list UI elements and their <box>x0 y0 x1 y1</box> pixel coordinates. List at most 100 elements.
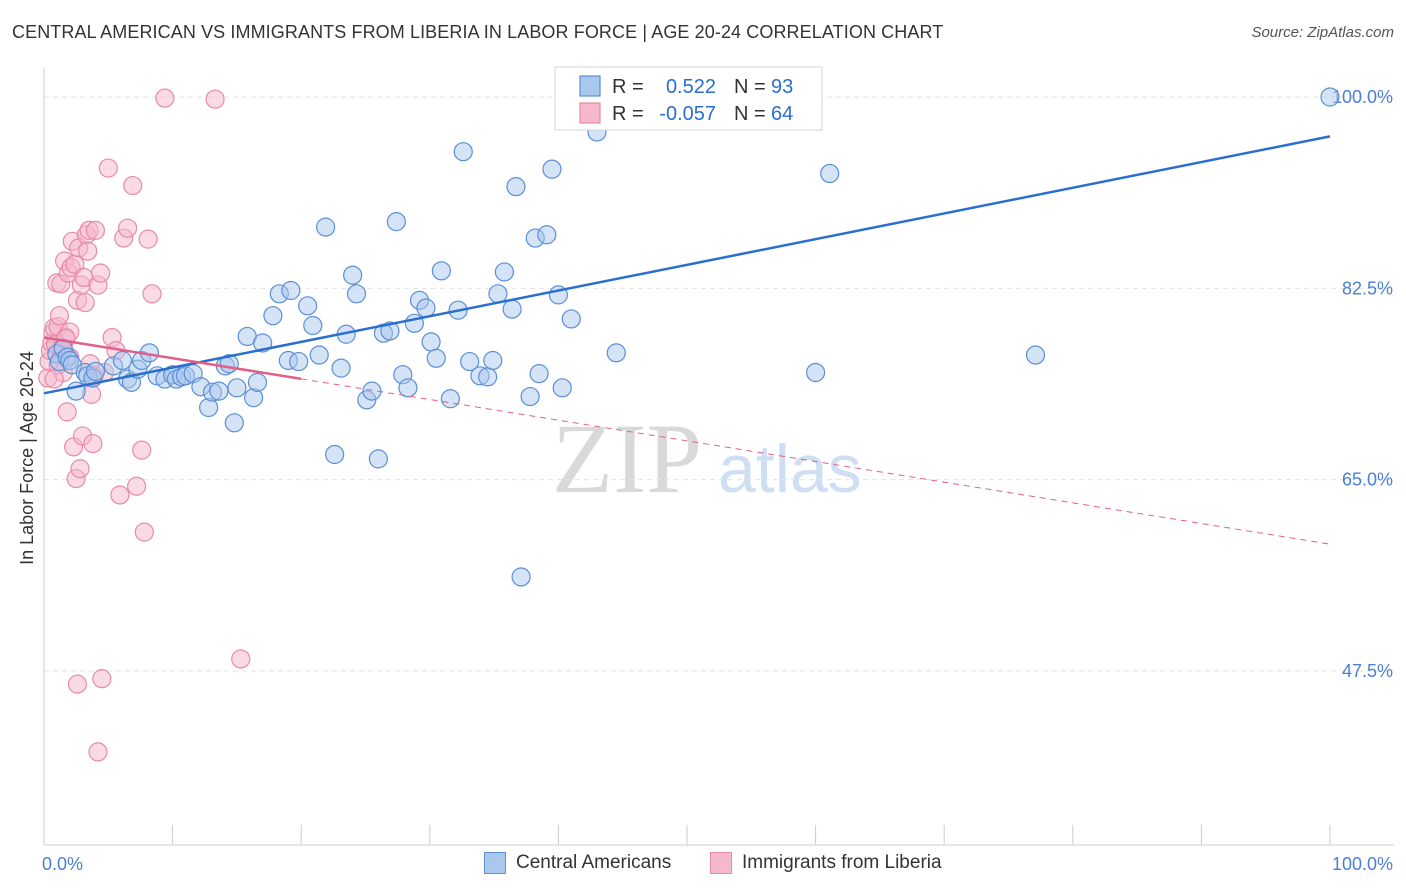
liberia-point <box>92 669 112 689</box>
x-tick-label-min: 0.0% <box>42 854 83 874</box>
chart-source: Source: ZipAtlas.com <box>1251 24 1394 41</box>
liberia-point <box>44 369 64 389</box>
liberia-point <box>78 241 98 261</box>
central-americans-point <box>303 315 323 336</box>
stats-legend-pink-n-label: N = <box>734 103 766 125</box>
stats-legend-pink-n-value: 64 <box>771 103 793 125</box>
watermark: ZIP atlas <box>552 403 862 514</box>
trend-layer <box>43 135 1331 545</box>
liberia-point <box>231 649 251 669</box>
trendline-liberia-dashed <box>301 378 1331 545</box>
liberia-point <box>81 384 102 404</box>
central-americans-point <box>483 350 503 371</box>
central-americans-point <box>346 284 367 304</box>
central-americans-point <box>325 444 345 465</box>
liberia-point <box>88 742 108 762</box>
central-americans-point <box>421 332 441 352</box>
y-tick-label: 65.0% <box>1342 470 1393 490</box>
stats-legend-blue-n-value: 93 <box>771 76 793 98</box>
central-americans-point <box>247 372 268 392</box>
central-americans-point <box>542 159 562 179</box>
y-tick-label: 100.0% <box>1332 87 1393 107</box>
chart-title: CENTRAL AMERICAN VS IMMIGRANTS FROM LIBE… <box>12 22 944 42</box>
stats-legend-pink-swatch <box>579 102 601 124</box>
stats-legend-blue-swatch <box>579 75 601 97</box>
central-americans-point <box>426 348 446 368</box>
central-americans-point <box>368 449 388 469</box>
central-americans-point <box>506 177 526 197</box>
x-tick-label-max: 100.0% <box>1332 854 1393 874</box>
liberia-point <box>134 522 154 542</box>
central-americans-point <box>289 351 309 372</box>
central-americans-point <box>537 225 557 245</box>
central-americans-point <box>440 389 460 409</box>
central-americans-point <box>478 367 498 387</box>
liberia-point <box>57 402 77 422</box>
y-tick-label: 47.5% <box>1342 661 1393 681</box>
central-americans-point <box>85 361 106 382</box>
liberia-point <box>49 306 70 326</box>
central-americans-point <box>820 163 840 184</box>
series-liberia-points <box>38 88 251 762</box>
central-americans-point <box>309 345 329 365</box>
central-americans-point <box>316 217 336 237</box>
liberia-point <box>155 88 175 108</box>
central-americans-point <box>460 351 480 372</box>
legend-item-liberia: Immigrants from Liberia <box>710 852 942 874</box>
liberia-point <box>123 175 143 196</box>
liberia-point <box>75 292 95 313</box>
central-americans-point <box>529 364 549 384</box>
liberia-point <box>132 440 152 460</box>
liberia-point <box>98 158 118 178</box>
central-americans-point <box>552 378 572 398</box>
stats-legend-pink-r-label: R = <box>612 103 644 125</box>
liberia-point <box>67 674 88 694</box>
central-americans-point <box>520 386 540 407</box>
central-americans-point <box>398 378 418 398</box>
y-tick-label: 82.5% <box>1342 278 1393 298</box>
liberia-point <box>126 476 147 496</box>
stats-legend: R = 0.522 N = 93 R = -0.057 N = 64 <box>554 66 823 131</box>
stats-legend-blue-r-value: 0.522 <box>666 76 716 98</box>
central-americans-point <box>343 265 363 285</box>
grid-layer <box>44 96 1394 672</box>
x-tick-layer <box>43 825 1331 845</box>
central-americans-point <box>331 358 351 378</box>
central-americans-point <box>561 309 581 329</box>
stats-legend-blue-r-label: R = <box>612 76 644 98</box>
liberia-point <box>138 229 158 249</box>
trendline-central-americans <box>43 135 1331 395</box>
y-tick-label-layer: 47.5% 65.0% 82.5% 100.0% <box>1332 87 1393 681</box>
liberia-point <box>110 485 130 505</box>
central-americans-point <box>298 296 318 316</box>
central-americans-point <box>1320 87 1340 107</box>
central-americans-point <box>805 362 826 383</box>
central-americans-point <box>112 350 133 371</box>
watermark-zip: ZIP <box>552 403 702 514</box>
liberia-point <box>85 220 106 240</box>
legend-swatch-central-americans <box>484 852 506 874</box>
liberia-point <box>90 263 111 283</box>
watermark-atlas: atlas <box>718 431 862 507</box>
central-americans-point <box>416 298 436 318</box>
central-americans-point <box>1025 345 1046 365</box>
central-americans-point <box>281 280 301 301</box>
central-americans-point <box>362 381 382 401</box>
central-americans-point <box>606 343 626 363</box>
legend-swatch-liberia <box>710 852 732 874</box>
legend-label-central-americans: Central Americans <box>516 852 672 873</box>
liberia-point <box>117 218 138 238</box>
central-americans-point <box>224 413 244 433</box>
central-americans-point <box>209 381 229 401</box>
y-axis-title: In Labor Force | Age 20-24 <box>17 351 37 565</box>
axis-layer <box>43 68 1394 846</box>
liberia-point <box>83 433 103 454</box>
liberia-point <box>142 284 162 304</box>
central-americans-point <box>494 262 514 282</box>
central-americans-point <box>380 321 400 341</box>
central-americans-point <box>453 142 473 162</box>
stats-legend-blue-n-label: N = <box>734 76 766 98</box>
central-americans-point <box>502 299 522 319</box>
central-americans-point <box>511 567 531 587</box>
